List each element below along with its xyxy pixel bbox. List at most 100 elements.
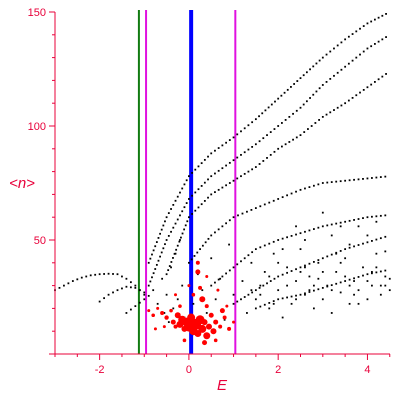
- curve-8-point: [254, 289, 257, 292]
- black-point: [348, 243, 351, 246]
- curve-4-point: [385, 36, 387, 38]
- curve-3-point: [164, 220, 166, 223]
- curve-7-point: [326, 224, 329, 227]
- curve-4-point: [362, 50, 365, 53]
- curve-4-point: [284, 119, 287, 121]
- curve-6-point: [204, 241, 207, 244]
- black-point: [179, 239, 181, 241]
- black-point: [321, 298, 324, 301]
- curve-4-point: [170, 230, 172, 233]
- curve-5-point: [186, 220, 189, 223]
- curve-1-point: [138, 289, 141, 292]
- curve-3-point: [267, 106, 270, 109]
- curve-4-point: [225, 164, 228, 167]
- curve-4-point: [329, 77, 332, 80]
- red-point: [173, 324, 178, 329]
- curve-1-point: [129, 286, 132, 289]
- black-point: [379, 293, 382, 296]
- red-point: [198, 285, 203, 290]
- curve-2-point: [134, 305, 137, 308]
- curve-6-point: [379, 176, 382, 178]
- curve-6-point: [241, 212, 244, 215]
- curve-7-point: [366, 216, 369, 219]
- curve-0-point: [98, 273, 101, 276]
- curve-6-point: [375, 176, 378, 179]
- curve-4-point: [217, 169, 220, 172]
- black-point: [375, 252, 378, 255]
- curve-5-point: [336, 106, 339, 109]
- curve-4-point: [210, 175, 213, 178]
- curve-5-point: [221, 186, 224, 189]
- curve-5-point: [344, 102, 347, 105]
- curve-7-point: [272, 240, 275, 243]
- curve-6-point: [277, 198, 280, 200]
- curve-6-point: [210, 234, 213, 237]
- curve-4-point: [167, 234, 170, 237]
- red-point: [199, 296, 206, 303]
- curve-5-point: [385, 73, 387, 75]
- curve-4-point: [243, 151, 246, 154]
- curve-6-point: [214, 231, 216, 234]
- red-point: [174, 293, 178, 297]
- curve-6-point: [196, 251, 199, 254]
- curve-4-point: [214, 172, 216, 175]
- red-point: [174, 312, 181, 319]
- curve-8-point: [326, 255, 329, 258]
- black-point: [174, 252, 177, 255]
- curve-5-point: [254, 166, 257, 168]
- curve-8-point: [335, 251, 338, 254]
- curve-4-point: [240, 153, 242, 156]
- curve-4-point: [151, 276, 153, 279]
- curve-2-point: [138, 301, 141, 304]
- curve-5-point: [225, 184, 228, 187]
- curve-4-point: [355, 56, 358, 59]
- red-point: [164, 315, 169, 320]
- curve-4-point: [174, 222, 177, 225]
- curve-3-point: [165, 216, 168, 219]
- curve-9-point: [344, 280, 347, 282]
- red-point: [232, 320, 236, 324]
- red-point: [147, 309, 151, 313]
- curve-5-point: [303, 131, 306, 133]
- black-point: [210, 257, 213, 260]
- curve-9-point: [362, 274, 364, 277]
- curve-8-point: [295, 268, 297, 271]
- curve-5-point: [333, 109, 335, 111]
- curve-7-point: [379, 214, 382, 217]
- curve-3-point: [309, 68, 311, 71]
- y-tick-label: 50: [34, 235, 46, 247]
- curve-4-point: [321, 84, 324, 86]
- curve-6-point: [268, 201, 271, 204]
- black-point: [344, 275, 347, 278]
- curve-8-point: [299, 266, 302, 269]
- curve-4-point: [191, 194, 193, 197]
- red-point: [151, 313, 155, 318]
- curve-4-point: [292, 112, 294, 115]
- black-point: [214, 298, 217, 301]
- curve-5-point: [355, 94, 358, 97]
- curve-9-point: [339, 281, 342, 284]
- curve-6-point: [299, 188, 302, 191]
- curve-5-point: [288, 141, 291, 143]
- black-point: [259, 284, 262, 287]
- curve-3-point: [217, 147, 220, 149]
- black-point: [161, 277, 164, 280]
- curve-4-point: [172, 226, 175, 229]
- curve-3-point: [151, 253, 153, 256]
- curve-6-point: [335, 180, 338, 183]
- curve-6-point: [362, 177, 364, 180]
- black-point: [295, 280, 297, 282]
- black-points: [152, 211, 391, 323]
- black-point: [170, 266, 172, 269]
- curve-3-point: [200, 162, 203, 165]
- curve-7-point: [277, 239, 280, 241]
- red-point: [187, 284, 191, 288]
- curve-9-point: [312, 289, 315, 292]
- curve-6-point: [225, 222, 228, 225]
- curve-3-point: [188, 175, 190, 178]
- curve-5-point: [191, 213, 193, 215]
- curve-8-point: [366, 241, 369, 244]
- curve-0-point: [107, 272, 110, 275]
- curve-9-point: [268, 302, 271, 304]
- black-point: [375, 266, 378, 269]
